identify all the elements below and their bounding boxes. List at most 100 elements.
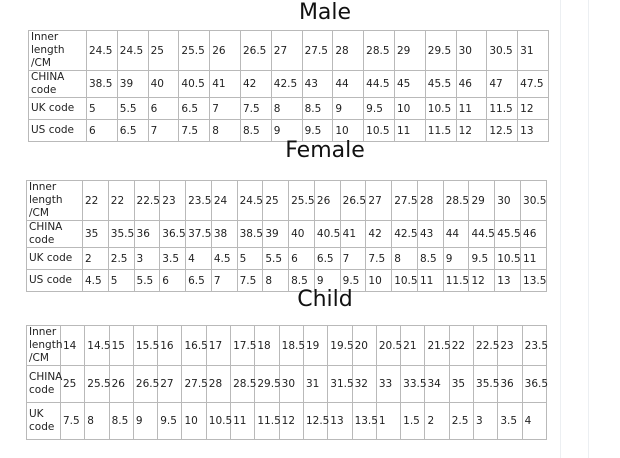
size-cell: 5.5 <box>116 97 149 120</box>
size-cell: 11 <box>520 247 547 270</box>
size-cell: 43 <box>416 220 444 248</box>
size-cell: 18.5 <box>278 325 305 366</box>
size-cell: 39 <box>116 70 149 98</box>
size-cell: 8.5 <box>301 97 334 120</box>
size-cell: 13 <box>494 269 522 292</box>
size-cell: 9.5 <box>363 97 395 120</box>
size-cell: 13.5 <box>351 402 378 440</box>
size-cell: 35.5 <box>107 220 135 248</box>
row-label: UK code <box>28 97 87 120</box>
size-cell: 9.5 <box>339 269 367 292</box>
size-cell: 6.5 <box>185 269 212 292</box>
size-cell: 40.5 <box>313 220 341 248</box>
size-cell: 22 <box>448 325 475 366</box>
table-row: UK code 7.5 8 8.5 9 9.5 10 10.5 11 11.5 12 12.5 13 13… <box>26 402 547 440</box>
size-cell: 28 <box>332 30 365 71</box>
size-cell: 7 <box>209 97 241 120</box>
section-title: Child <box>297 287 353 312</box>
size-cell: 13 <box>517 119 549 142</box>
size-cell: 39 <box>262 220 290 248</box>
size-cell: 8 <box>270 97 303 120</box>
size-cell: 9 <box>442 247 470 270</box>
size-cell: 9 <box>332 97 365 120</box>
size-cell: 46 <box>520 220 547 248</box>
size-cell: 26 <box>209 30 241 71</box>
size-cell: 19 <box>302 325 329 366</box>
size-cell: 35.5 <box>473 365 499 403</box>
size-cell: 29.5 <box>424 30 457 71</box>
size-cell: 11.5 <box>424 119 457 142</box>
size-cell: 12.5 <box>486 119 519 142</box>
size-cell: 11 <box>230 402 256 440</box>
size-cell: 26 <box>108 365 134 403</box>
size-cell: 38.5 <box>86 70 118 98</box>
size-cell: 40.5 <box>178 70 211 98</box>
size-cell: 6.5 <box>178 97 211 120</box>
size-cell: 42 <box>239 70 272 98</box>
size-cell: 16.5 <box>181 325 208 366</box>
size-cell: 18 <box>254 325 280 366</box>
size-cell: 38.5 <box>236 220 264 248</box>
size-cell: 5 <box>86 97 118 120</box>
size-cell: 7.5 <box>236 269 264 292</box>
size-cell: 43 <box>301 70 334 98</box>
table-row: UK code 5 5.5 6 6.5 7 7.5 8 8.5 9 9.5 10 10.5 11 11.5 1… <box>28 97 549 120</box>
size-cell: 8 <box>84 402 110 440</box>
row-label: US code <box>28 119 87 142</box>
size-cell: 33 <box>375 365 402 403</box>
table-row: CHINA code 35 35.5 36 36.5 37.5 38 38.5 39 40 40.5… <box>26 220 547 248</box>
size-cell: 10.5 <box>494 247 522 270</box>
size-cell: 45.5 <box>494 220 522 248</box>
size-cell: 40 <box>288 220 315 248</box>
size-cell: 1 <box>375 402 402 440</box>
size-cell: 7 <box>147 119 180 142</box>
size-cell: 6 <box>288 247 315 270</box>
size-cell: 6.5 <box>313 247 341 270</box>
size-cell: 17.5 <box>230 325 256 366</box>
size-cell: 10.5 <box>363 119 395 142</box>
size-cell: 5.5 <box>262 247 290 270</box>
size-cell: 29.5 <box>254 365 281 403</box>
size-cell: 24 <box>210 180 238 221</box>
size-cell: 16 <box>157 325 183 366</box>
row-label: Inner length /CM <box>26 180 83 221</box>
size-cell: 44.5 <box>363 70 395 98</box>
size-cell: 2.5 <box>448 402 475 440</box>
size-table: Inner length /CM 24.5 24.5 25 25.5 26 26.5 27 27… <box>28 30 549 142</box>
table-row: CHINA code 38.5 39 40 40.5 41 42 42.5 43 44 44.5 45… <box>28 70 549 98</box>
size-cell: 45 <box>393 70 426 98</box>
size-cell: 23.5 <box>521 325 548 366</box>
size-cell: 21.5 <box>424 325 451 366</box>
size-cell: 41 <box>209 70 241 98</box>
size-cell: 25.5 <box>178 30 211 71</box>
size-cell: 36 <box>133 220 161 248</box>
size-cell: 8.5 <box>239 119 272 142</box>
size-cell: 10.5 <box>391 269 418 292</box>
size-cell: 21 <box>400 325 426 366</box>
size-cell: 12.5 <box>302 402 329 440</box>
size-cell: 17 <box>205 325 232 366</box>
size-cell: 9 <box>132 402 159 440</box>
size-cell: 14 <box>59 325 86 366</box>
size-cell: 12 <box>455 119 488 142</box>
size-cell: 7 <box>339 247 367 270</box>
size-cell: 27.5 <box>181 365 208 403</box>
size-cell: 36.5 <box>521 365 548 403</box>
size-cell: 6 <box>147 97 180 120</box>
size-cell: 13.5 <box>520 269 547 292</box>
table-row: US code 6 6.5 7 7.5 8 8.5 9 9.5 10 10.5 11 11.5 12 12.… <box>28 119 549 142</box>
size-cell: 32 <box>351 365 377 403</box>
size-cell: 11.5 <box>254 402 281 440</box>
size-cell: 36 <box>497 365 523 403</box>
size-cell: 3 <box>133 247 161 270</box>
size-cell: 25.5 <box>288 180 315 221</box>
size-table: Inner length /CM 14 14.5 15 15.5 16 16.5 17 17.5… <box>26 325 548 440</box>
size-cell: 23.5 <box>185 180 212 221</box>
size-cell: 29 <box>468 180 496 221</box>
size-cell: 11 <box>393 119 426 142</box>
size-cell: 7.5 <box>178 119 211 142</box>
size-cell: 5 <box>107 269 135 292</box>
size-cell: 12 <box>278 402 304 440</box>
row-label: UK code <box>26 247 83 270</box>
